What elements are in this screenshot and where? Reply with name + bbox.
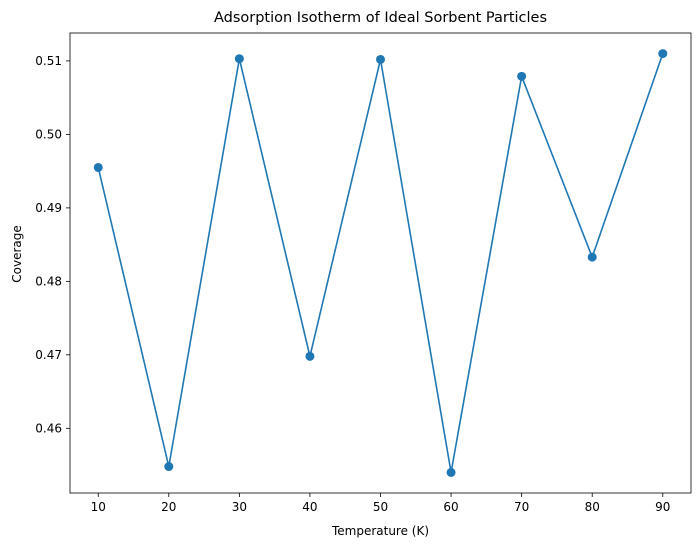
x-tick-label: 30 <box>232 500 247 514</box>
x-tick-label: 80 <box>585 500 600 514</box>
data-point <box>587 252 597 262</box>
y-tick-label: 0.51 <box>35 54 62 68</box>
y-axis-label: Coverage <box>10 225 24 283</box>
data-point <box>376 54 385 64</box>
x-tick-label: 20 <box>161 500 176 514</box>
x-axis-label: Temperature (K) <box>331 524 429 538</box>
x-tick-label: 90 <box>655 500 670 514</box>
data-point <box>446 467 456 477</box>
plot-area: 10 20 30 40 50 60 70 80 90 0.46 0.47 0.48 0.49 0.50 0.… <box>35 32 692 514</box>
y-tick-label: 0.50 <box>35 127 62 141</box>
x-tick-label: 40 <box>302 500 317 514</box>
chart-title: Adsorption Isotherm of Ideal Sorbent Par… <box>214 10 547 26</box>
y-tick-label: 0.47 <box>35 348 62 362</box>
y-tick-label: 0.46 <box>35 421 62 435</box>
data-point <box>93 162 103 172</box>
x-tick-label: 50 <box>373 500 388 514</box>
data-point <box>517 71 527 81</box>
y-tick-label: 0.49 <box>35 201 62 215</box>
x-tick-label: 10 <box>91 500 106 514</box>
data-point <box>164 462 174 472</box>
data-point <box>234 54 244 64</box>
y-tick-label: 0.48 <box>35 274 62 288</box>
data-point <box>305 351 315 361</box>
x-tick-label: 70 <box>514 500 529 514</box>
data-point <box>658 49 668 59</box>
x-tick-label: 60 <box>443 500 458 514</box>
